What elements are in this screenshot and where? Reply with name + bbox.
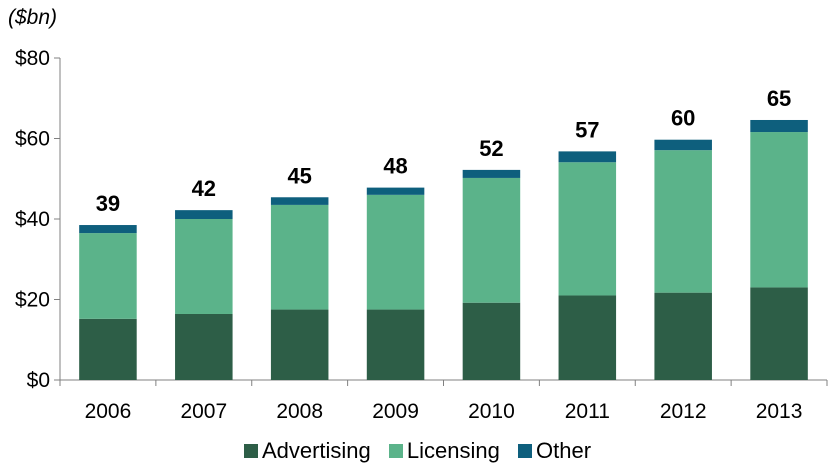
legend-swatch-other (518, 444, 532, 458)
bar-other-2011 (558, 151, 617, 163)
x-tick-label-2009: 2009 (372, 400, 419, 423)
bar-advertising-2011 (558, 295, 617, 380)
bar-licensing-2012 (654, 150, 712, 293)
total-label-2012: 60 (671, 106, 695, 131)
x-tick-label-2007: 2007 (180, 400, 227, 423)
bar-licensing-2009 (366, 194, 425, 310)
y-tick-label: $60 (15, 128, 50, 151)
legend-item-licensing: Licensing (388, 438, 500, 464)
y-tick-label: $0 (27, 369, 50, 392)
total-label-2010: 52 (479, 136, 503, 161)
legend-item-advertising: Advertising (243, 438, 371, 464)
bar-licensing-2006 (79, 233, 137, 319)
bar-licensing-2011 (558, 162, 617, 296)
bar-licensing-2013 (750, 132, 808, 288)
total-label-2008: 45 (287, 163, 311, 188)
bar-licensing-2008 (270, 204, 329, 310)
bar-other-2012 (654, 139, 712, 151)
y-tick-label: $40 (15, 208, 50, 231)
bar-advertising-2008 (270, 309, 329, 380)
bar-advertising-2012 (654, 292, 712, 380)
x-tick-label-2006: 2006 (85, 400, 132, 423)
bar-advertising-2009 (366, 309, 425, 380)
bar-advertising-2007 (175, 313, 233, 380)
legend-label-licensing: Licensing (406, 438, 500, 463)
x-tick-label-2011: 2011 (565, 400, 610, 423)
total-label-2013: 65 (767, 86, 791, 111)
bar-advertising-2006 (79, 318, 137, 380)
bar-other-2008 (270, 197, 329, 205)
bar-advertising-2010 (462, 302, 521, 380)
bar-other-2009 (366, 187, 425, 195)
x-tick-label-2010: 2010 (468, 400, 515, 423)
total-label-2009: 48 (383, 154, 407, 179)
x-tick-label-2013: 2013 (756, 400, 803, 423)
bar-licensing-2010 (462, 177, 521, 303)
x-tick-label-2008: 2008 (276, 400, 323, 423)
bar-advertising-2013 (750, 287, 808, 380)
bar-other-2006 (79, 225, 137, 234)
y-tick-label: $20 (15, 289, 50, 312)
legend-swatch-licensing (388, 444, 403, 458)
legend-item-other: Other (518, 438, 591, 464)
legend: Advertising Licensing Other (0, 438, 835, 464)
bar-licensing-2007 (175, 219, 233, 314)
legend-label-advertising: Advertising (261, 438, 371, 463)
bar-other-2010 (462, 169, 521, 178)
legend-label-other: Other (536, 438, 592, 463)
total-label-2006: 39 (96, 191, 120, 216)
unit-label: ($bn) (8, 6, 58, 29)
bar-other-2013 (750, 119, 808, 133)
y-tick-label: $80 (15, 47, 50, 70)
legend-swatch-advertising (243, 444, 258, 458)
total-label-2011: 57 (575, 117, 599, 142)
total-label-2007: 42 (192, 176, 216, 201)
bar-other-2007 (175, 210, 233, 219)
x-tick-label-2012: 2012 (660, 400, 707, 423)
